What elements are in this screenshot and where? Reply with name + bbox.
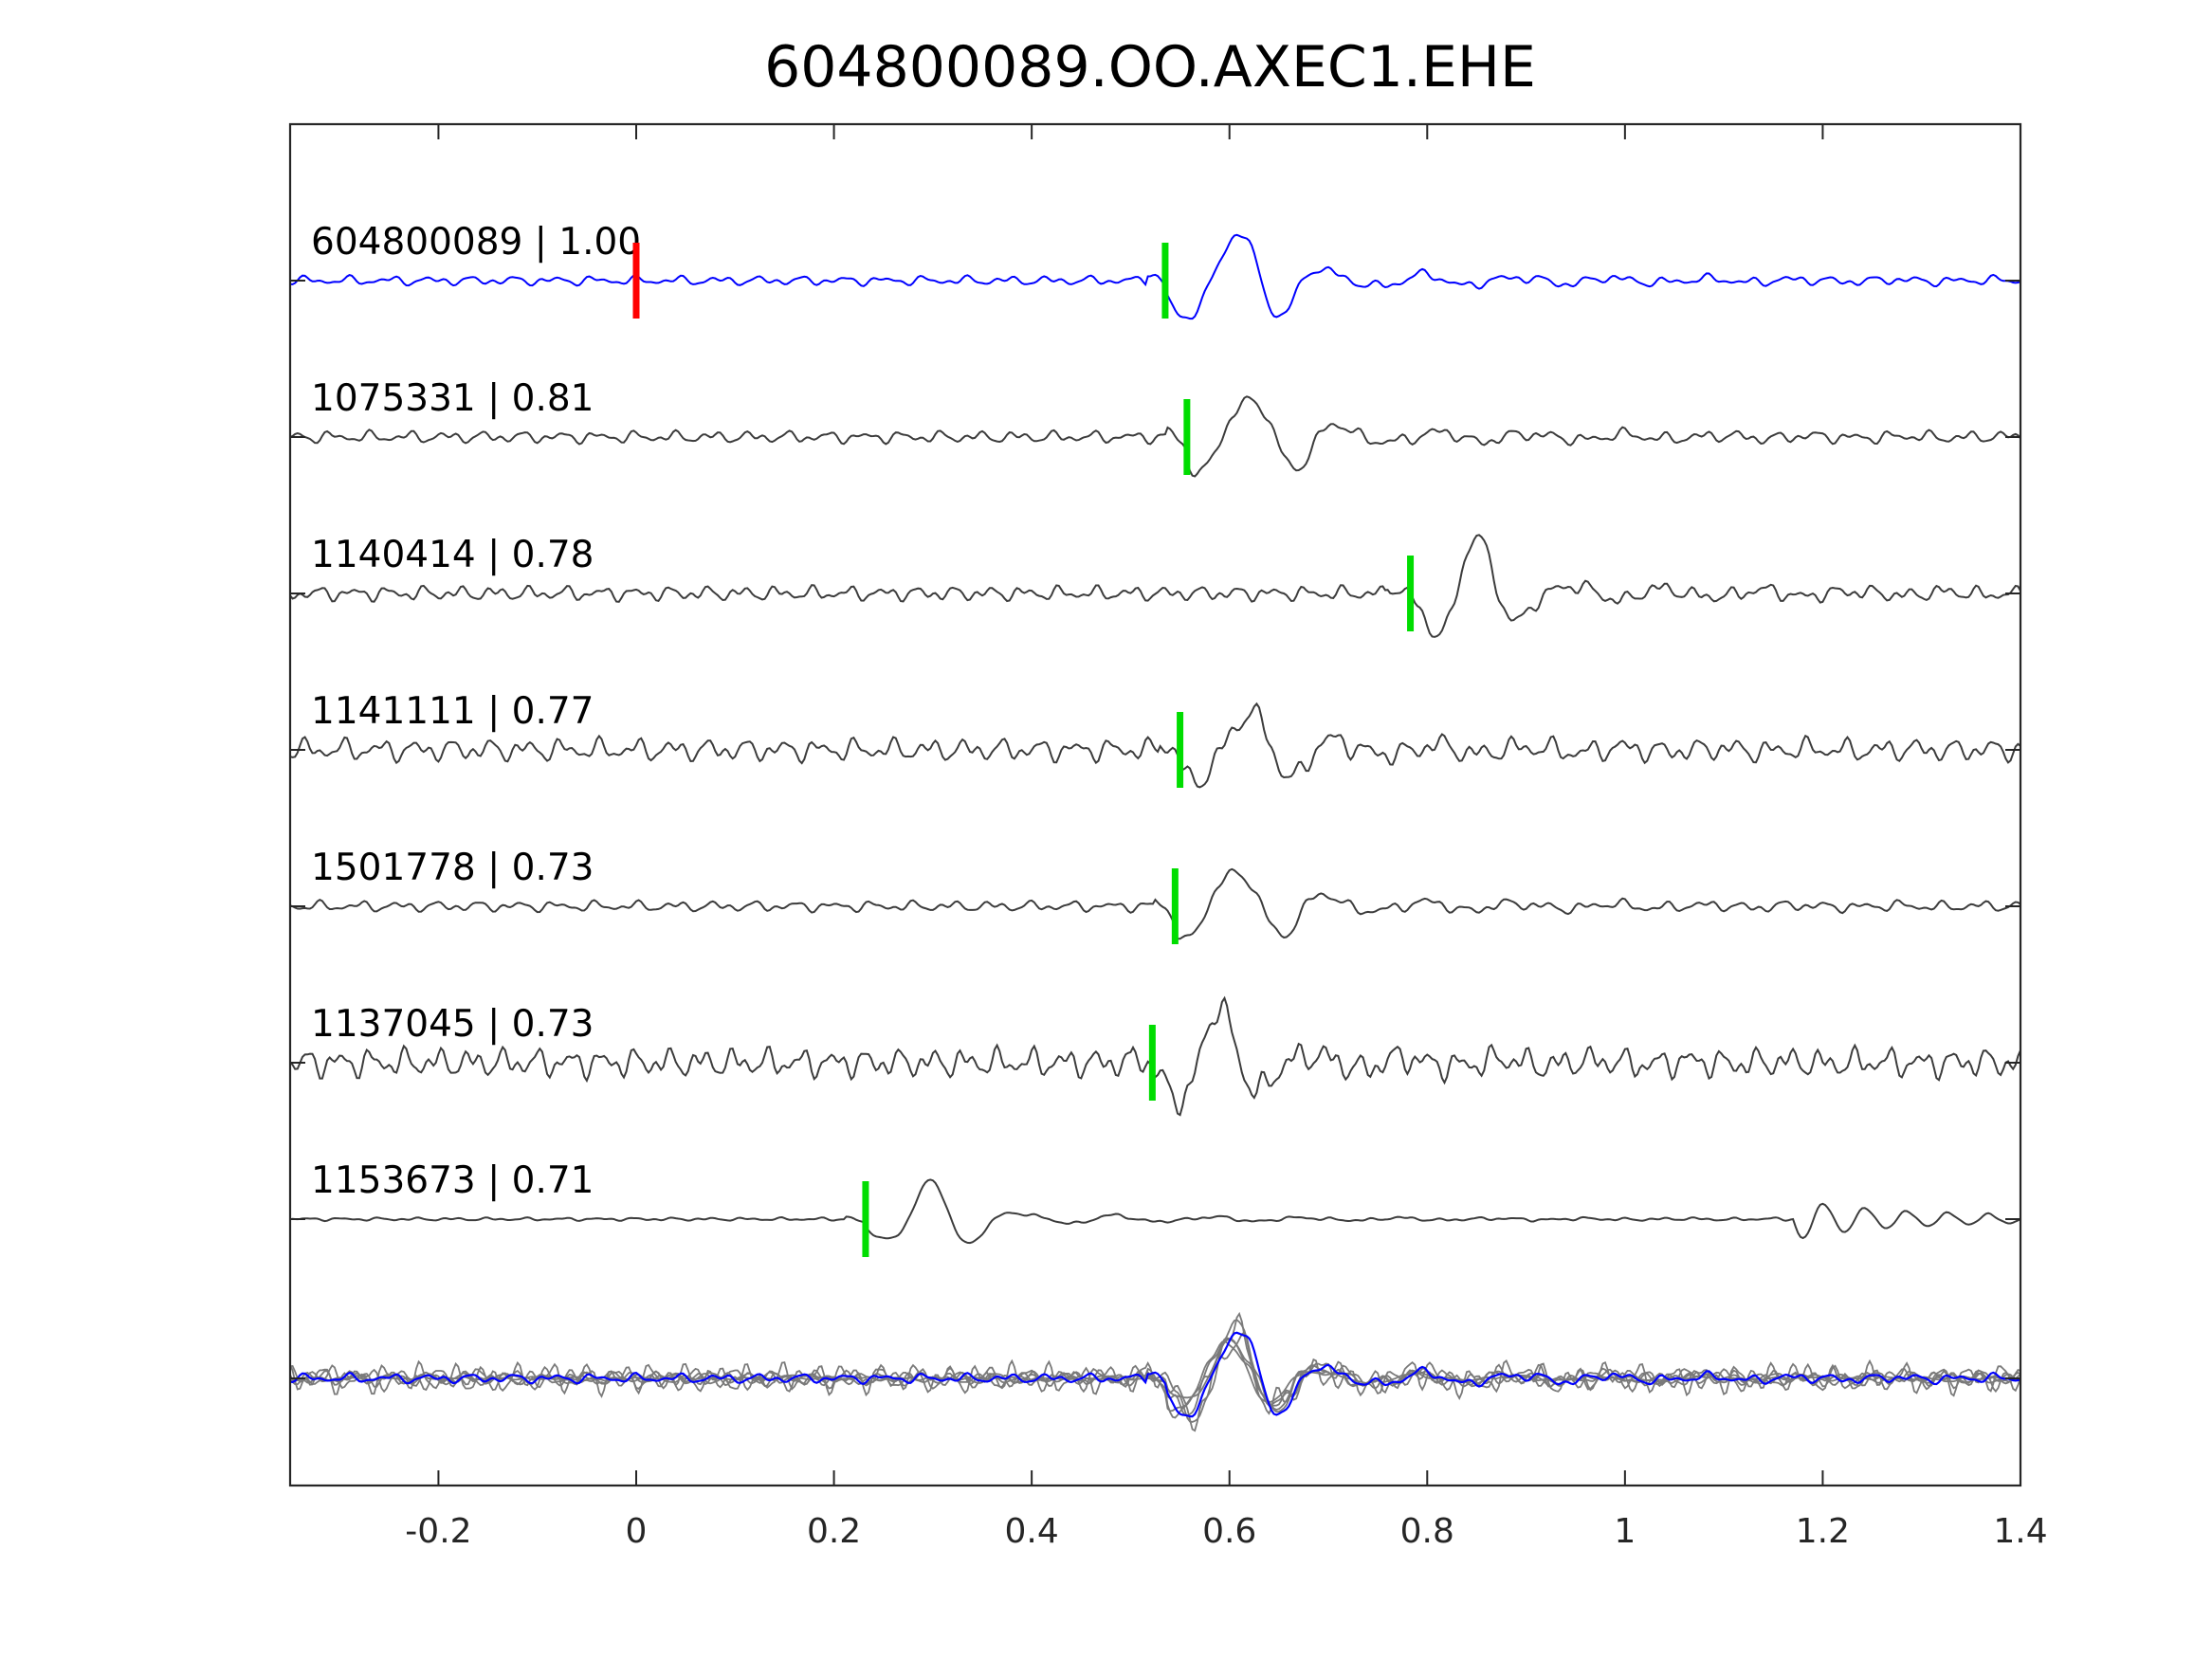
trace-line-1 (289, 395, 2021, 478)
x-tick-label-4: 0.6 (1202, 1512, 1256, 1551)
trace-label-2: 1140414 | 0.78 (311, 534, 594, 576)
x-tick-label-5: 0.8 (1400, 1512, 1454, 1551)
trace-line-2 (289, 534, 2021, 638)
trace-label-3: 1141111 | 0.77 (311, 690, 594, 733)
x-tick-label-7: 1.2 (1796, 1512, 1850, 1551)
x-tick-label-0: -0.2 (405, 1512, 471, 1551)
trace-line-4 (289, 867, 2021, 940)
trace-label-5: 1137045 | 0.73 (311, 1003, 594, 1046)
trace-line-6 (289, 1178, 2021, 1245)
x-axis: -0.2 0 0.2 0.4 0.6 0.8 1 1.2 1.4 (290, 124, 2048, 1551)
x-tick-label-6: 1 (1614, 1512, 1636, 1551)
trace-label-4: 1501778 | 0.73 (311, 847, 594, 889)
trace-label-0: 604800089 | 1.00 (311, 221, 641, 264)
chart-title: 604800089.OO.AXEC1.EHE (764, 34, 1536, 100)
x-tick-label-3: 0.4 (1005, 1512, 1059, 1551)
stack-trace-6 (289, 1338, 2021, 1404)
trace-line-0 (289, 233, 2021, 320)
plot-area: 604800089 | 1.00 1075331 | 0.81 1140414 | … (289, 221, 2021, 1432)
stack-template-trace (289, 1331, 2021, 1418)
x-tick-label-1: 0 (626, 1512, 648, 1551)
trace-line-3 (289, 702, 2021, 789)
trace-label-1: 1075331 | 0.81 (311, 377, 594, 420)
axes-frame (288, 122, 2022, 1487)
x-tick-label-8: 1.4 (1993, 1512, 2047, 1551)
x-tick-label-2: 0.2 (807, 1512, 861, 1551)
stack-trace-2 (289, 1319, 2021, 1423)
trace-label-6: 1153673 | 0.71 (311, 1159, 594, 1202)
